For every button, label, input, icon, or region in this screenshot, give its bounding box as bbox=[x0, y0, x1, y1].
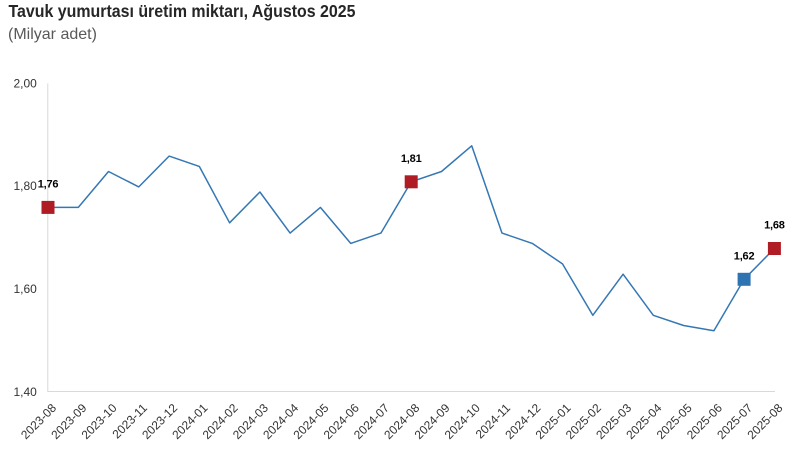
svg-text:1,68: 1,68 bbox=[764, 220, 785, 232]
svg-text:1,81: 1,81 bbox=[401, 153, 422, 165]
svg-text:1,62: 1,62 bbox=[734, 251, 755, 263]
svg-text:2,00: 2,00 bbox=[13, 76, 37, 90]
svg-text:Tavuk yumurtası üretim miktarı: Tavuk yumurtası üretim miktarı, Ağustos … bbox=[9, 1, 356, 21]
svg-text:(Milyar adet): (Milyar adet) bbox=[8, 26, 97, 43]
svg-text:1,76: 1,76 bbox=[38, 179, 59, 191]
svg-text:1,80: 1,80 bbox=[13, 179, 37, 193]
svg-text:1,60: 1,60 bbox=[13, 282, 37, 296]
svg-text:1,40: 1,40 bbox=[13, 385, 37, 399]
